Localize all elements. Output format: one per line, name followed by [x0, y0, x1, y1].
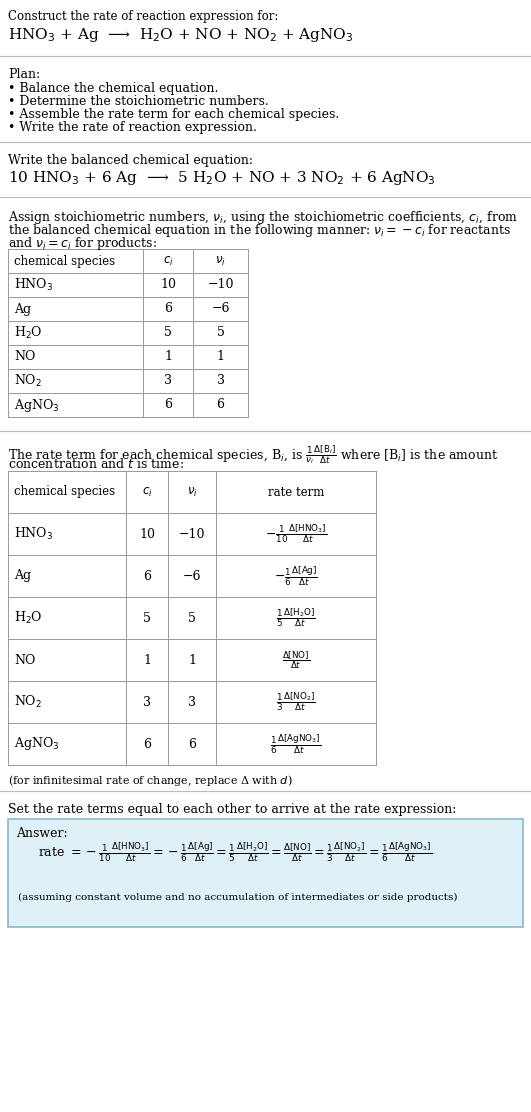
Text: 1: 1 — [164, 350, 172, 364]
Text: NO: NO — [14, 654, 36, 666]
Text: 1: 1 — [143, 654, 151, 666]
Text: −6: −6 — [211, 302, 230, 316]
Text: chemical species: chemical species — [14, 486, 115, 498]
Text: $\frac{1}{5}\frac{\Delta[\mathrm{H_2O}]}{\Delta t}$: $\frac{1}{5}\frac{\Delta[\mathrm{H_2O}]}… — [276, 607, 316, 629]
Text: Set the rate terms equal to each other to arrive at the rate expression:: Set the rate terms equal to each other t… — [8, 803, 456, 816]
Text: 5: 5 — [143, 612, 151, 625]
Text: HNO$_3$ + Ag  ⟶  H$_2$O + NO + NO$_2$ + AgNO$_3$: HNO$_3$ + Ag ⟶ H$_2$O + NO + NO$_2$ + Ag… — [8, 26, 354, 44]
Text: (assuming constant volume and no accumulation of intermediates or side products): (assuming constant volume and no accumul… — [18, 893, 458, 902]
Text: −10: −10 — [179, 527, 205, 540]
Text: 5: 5 — [217, 327, 225, 339]
Text: The rate term for each chemical species, B$_i$, is $\frac{1}{\nu_i}\frac{\Delta[: The rate term for each chemical species,… — [8, 443, 498, 466]
Text: Plan:: Plan: — [8, 68, 40, 81]
Text: 6: 6 — [164, 398, 172, 411]
Text: 3: 3 — [188, 695, 196, 708]
Text: Construct the rate of reaction expression for:: Construct the rate of reaction expressio… — [8, 10, 278, 23]
Text: 1: 1 — [217, 350, 225, 364]
Text: $c_i$: $c_i$ — [142, 486, 152, 498]
Text: • Write the rate of reaction expression.: • Write the rate of reaction expression. — [8, 121, 257, 135]
Text: H$_2$O: H$_2$O — [14, 610, 42, 626]
Text: 10: 10 — [160, 278, 176, 291]
Text: 10 HNO$_3$ + 6 Ag  ⟶  5 H$_2$O + NO + 3 NO$_2$ + 6 AgNO$_3$: 10 HNO$_3$ + 6 Ag ⟶ 5 H$_2$O + NO + 3 NO… — [8, 169, 436, 187]
Text: $\frac{1}{6}\frac{\Delta[\mathrm{AgNO_3}]}{\Delta t}$: $\frac{1}{6}\frac{\Delta[\mathrm{AgNO_3}… — [270, 733, 322, 756]
Text: NO$_2$: NO$_2$ — [14, 694, 42, 711]
Text: the balanced chemical equation in the following manner: $\nu_i = -c_i$ for react: the balanced chemical equation in the fo… — [8, 222, 511, 239]
Text: $\nu_i$: $\nu_i$ — [186, 486, 198, 498]
Text: HNO$_3$: HNO$_3$ — [14, 277, 53, 294]
Text: NO: NO — [14, 350, 36, 364]
Text: rate term: rate term — [268, 486, 324, 498]
Text: H$_2$O: H$_2$O — [14, 325, 42, 341]
Text: $\nu_i$: $\nu_i$ — [215, 255, 226, 268]
Text: rate $= -\frac{1}{10}\frac{\Delta[\mathrm{HNO_3}]}{\Delta t}= -\frac{1}{6}\frac{: rate $= -\frac{1}{10}\frac{\Delta[\mathr… — [38, 841, 432, 864]
Text: • Balance the chemical equation.: • Balance the chemical equation. — [8, 82, 218, 95]
Text: 6: 6 — [143, 569, 151, 583]
Text: 3: 3 — [143, 695, 151, 708]
Text: Assign stoichiometric numbers, $\nu_i$, using the stoichiometric coefficients, $: Assign stoichiometric numbers, $\nu_i$, … — [8, 209, 518, 226]
Text: 3: 3 — [164, 375, 172, 387]
Text: AgNO$_3$: AgNO$_3$ — [14, 397, 59, 414]
Text: chemical species: chemical species — [14, 255, 115, 268]
Text: $-\frac{1}{10}\frac{\Delta[\mathrm{HNO_3}]}{\Delta t}$: $-\frac{1}{10}\frac{\Delta[\mathrm{HNO_3… — [265, 523, 327, 545]
Text: 5: 5 — [164, 327, 172, 339]
Text: −6: −6 — [183, 569, 201, 583]
Text: Ag: Ag — [14, 569, 31, 583]
Text: and $\nu_i = c_i$ for products:: and $\nu_i = c_i$ for products: — [8, 235, 157, 252]
Text: −10: −10 — [207, 278, 234, 291]
Text: • Assemble the rate term for each chemical species.: • Assemble the rate term for each chemic… — [8, 108, 339, 121]
Text: (for infinitesimal rate of change, replace Δ with $d$): (for infinitesimal rate of change, repla… — [8, 773, 293, 788]
Text: $-\frac{1}{6}\frac{\Delta[\mathrm{Ag}]}{\Delta t}$: $-\frac{1}{6}\frac{\Delta[\mathrm{Ag}]}{… — [274, 565, 318, 587]
Text: 3: 3 — [217, 375, 225, 387]
Text: Write the balanced chemical equation:: Write the balanced chemical equation: — [8, 153, 253, 167]
Text: 6: 6 — [217, 398, 225, 411]
Text: 6: 6 — [188, 737, 196, 751]
Text: • Determine the stoichiometric numbers.: • Determine the stoichiometric numbers. — [8, 95, 269, 108]
FancyBboxPatch shape — [8, 820, 523, 927]
Text: 10: 10 — [139, 527, 155, 540]
Text: $\frac{\Delta[\mathrm{NO}]}{\Delta t}$: $\frac{\Delta[\mathrm{NO}]}{\Delta t}$ — [282, 649, 310, 671]
Text: $\frac{1}{3}\frac{\Delta[\mathrm{NO_2}]}{\Delta t}$: $\frac{1}{3}\frac{\Delta[\mathrm{NO_2}]}… — [276, 691, 316, 713]
Text: NO$_2$: NO$_2$ — [14, 373, 42, 389]
Text: 5: 5 — [188, 612, 196, 625]
Text: $c_i$: $c_i$ — [162, 255, 173, 268]
Text: 1: 1 — [188, 654, 196, 666]
Text: concentration and $t$ is time:: concentration and $t$ is time: — [8, 457, 184, 471]
Text: HNO$_3$: HNO$_3$ — [14, 526, 53, 542]
Text: Ag: Ag — [14, 302, 31, 316]
Text: 6: 6 — [143, 737, 151, 751]
Text: Answer:: Answer: — [16, 827, 67, 840]
Text: 6: 6 — [164, 302, 172, 316]
Text: AgNO$_3$: AgNO$_3$ — [14, 735, 59, 753]
